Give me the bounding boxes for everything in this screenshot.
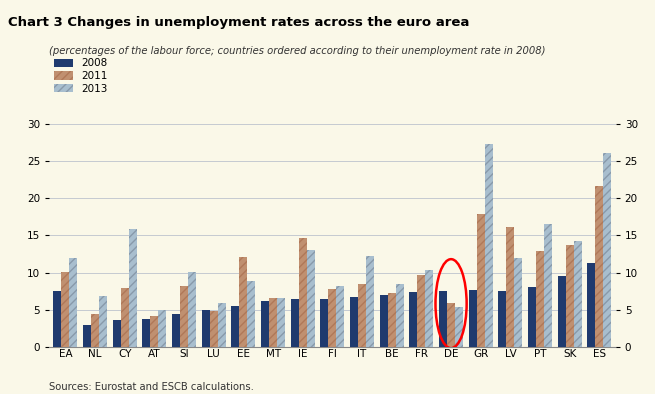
Bar <box>121 288 129 347</box>
Bar <box>388 293 396 347</box>
Bar <box>240 257 248 347</box>
Bar <box>172 314 180 347</box>
Text: Sources: Eurostat and ESCB calculations.: Sources: Eurostat and ESCB calculations. <box>49 382 254 392</box>
Bar <box>328 289 337 347</box>
Bar <box>320 299 328 347</box>
Bar <box>350 297 358 347</box>
Bar <box>83 325 91 347</box>
Bar <box>277 299 285 347</box>
Bar <box>557 276 566 347</box>
Bar <box>447 303 455 347</box>
Bar <box>380 295 388 347</box>
Bar <box>337 286 345 347</box>
Bar <box>469 290 477 347</box>
Bar <box>142 318 151 347</box>
Bar <box>307 249 315 347</box>
Bar <box>113 320 121 347</box>
Bar <box>506 227 514 347</box>
Bar <box>159 310 166 347</box>
Bar <box>498 291 506 347</box>
Bar <box>188 272 196 347</box>
Bar <box>485 144 493 347</box>
Bar <box>202 310 210 347</box>
Legend: 2008, 2011, 2013: 2008, 2011, 2013 <box>54 58 108 94</box>
Bar <box>91 314 99 347</box>
Bar <box>210 311 217 347</box>
Text: Chart 3 Changes in unemployment rates across the euro area: Chart 3 Changes in unemployment rates ac… <box>8 16 469 29</box>
Bar <box>603 153 611 347</box>
Bar <box>536 251 544 347</box>
Bar <box>595 186 603 347</box>
Text: (percentages of the labour force; countries ordered according to their unemploym: (percentages of the labour force; countr… <box>49 46 546 56</box>
Bar <box>409 292 417 347</box>
Bar <box>455 307 463 347</box>
Bar <box>528 287 536 347</box>
Bar <box>417 275 425 347</box>
Bar <box>425 270 434 347</box>
Bar <box>514 258 523 347</box>
Bar <box>151 316 159 347</box>
Bar <box>396 284 403 347</box>
Bar <box>69 258 77 347</box>
Bar <box>574 242 582 347</box>
Bar <box>299 238 307 347</box>
Bar <box>366 256 374 347</box>
Bar <box>99 296 107 347</box>
Bar <box>291 299 299 347</box>
Bar <box>269 299 277 347</box>
Bar <box>129 229 137 347</box>
Bar <box>588 263 595 347</box>
Bar <box>358 284 366 347</box>
Bar <box>566 245 574 347</box>
Bar <box>544 224 552 347</box>
Bar <box>62 272 69 347</box>
Bar <box>231 306 240 347</box>
Bar <box>248 281 255 347</box>
Bar <box>261 301 269 347</box>
Bar <box>180 286 188 347</box>
Bar <box>477 214 485 347</box>
Bar <box>54 291 62 347</box>
Bar <box>217 303 226 347</box>
Bar <box>439 291 447 347</box>
